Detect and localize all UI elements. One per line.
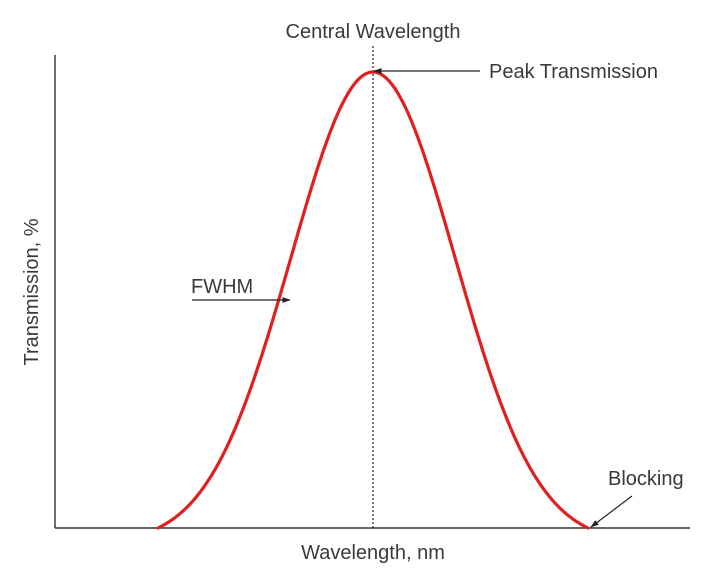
fwhm-label: FWHM — [191, 276, 253, 298]
diagram-title: Central Wavelength — [286, 21, 461, 43]
peak-transmission-label: Peak Transmission — [489, 61, 658, 83]
blocking-arrow — [590, 495, 633, 528]
blocking-label: Blocking — [608, 468, 684, 490]
x-axis-label: Wavelength, nm — [301, 542, 445, 564]
transmission-curve — [156, 70, 590, 530]
y-axis-label: Transmission, % — [21, 218, 43, 365]
